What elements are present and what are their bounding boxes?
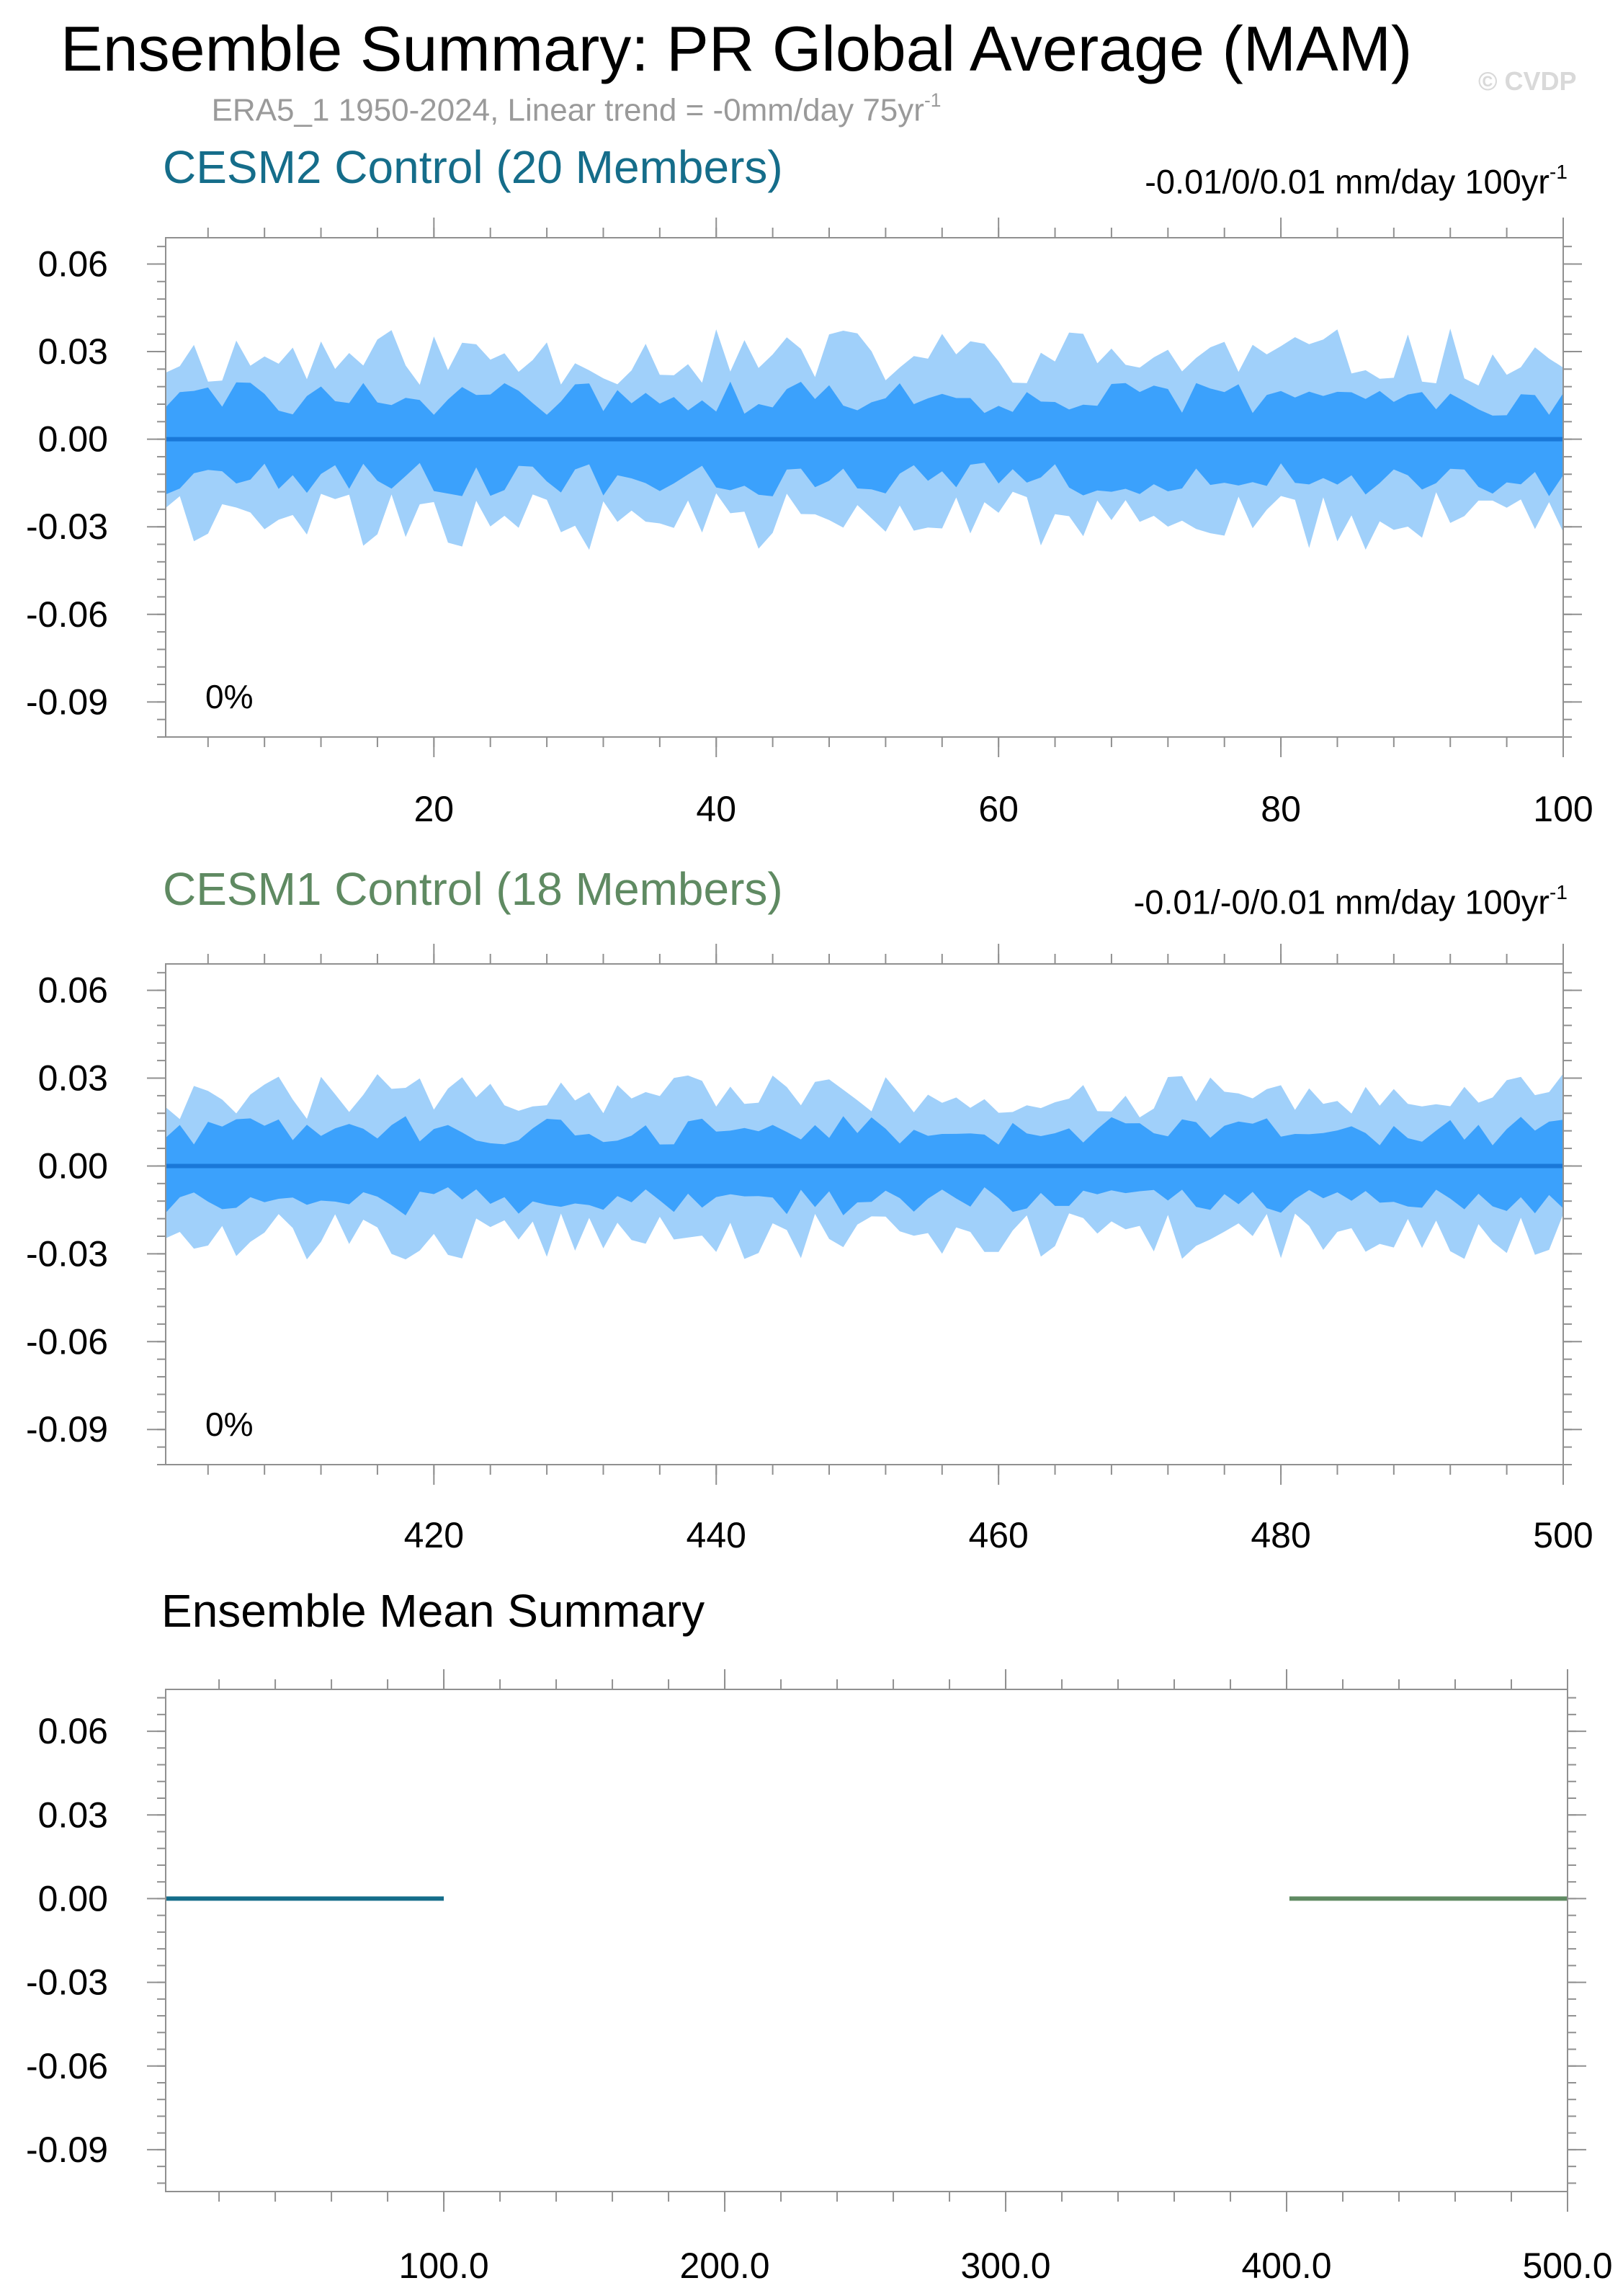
cesm1-x-tick-label: 420 xyxy=(404,1515,464,1555)
cesm2-panel-title: CESM2 Control (20 Members) xyxy=(163,141,783,193)
cesm2-y-tick-label: -0.09 xyxy=(26,682,108,722)
subtitle: ERA5_1 1950-2024, Linear trend = -0mm/da… xyxy=(0,89,1153,129)
cesm1-trend-text: -0.01/-0/0.01 mm/day 100yr xyxy=(1133,883,1550,921)
cesm2-y-tick-label: 0.03 xyxy=(38,331,108,372)
ensemble-mean-y-tick-label: -0.09 xyxy=(26,2130,108,2170)
ensemble-mean-panel-title: Ensemble Mean Summary xyxy=(161,1585,705,1637)
subtitle-superscript: -1 xyxy=(924,89,942,112)
cesm2-trend-text: -0.01/0/0.01 mm/day 100yr xyxy=(1145,162,1550,201)
cesm2-x-tick-label: 80 xyxy=(1261,789,1301,829)
cesm1-x-tick-label: 460 xyxy=(968,1515,1028,1555)
cesm2-x-tick-label: 60 xyxy=(978,789,1019,829)
cesm1-x-tick-label: 440 xyxy=(687,1515,746,1555)
cesm1-frame xyxy=(165,963,1564,1465)
cesm1-trend-superscript: -1 xyxy=(1549,880,1568,903)
ensemble-mean-x-tick-label: 300.0 xyxy=(960,2246,1050,2286)
ensemble-mean-frame xyxy=(165,1689,1568,2192)
cesm1-x-tick-label: 480 xyxy=(1251,1515,1310,1555)
cesm1-panel-title: CESM1 Control (18 Members) xyxy=(163,863,783,915)
ensemble-mean-y-tick-label: 0.06 xyxy=(38,1711,108,1751)
cesm1-y-tick-label: -0.03 xyxy=(26,1233,108,1274)
cesm1-y-tick-label: -0.06 xyxy=(26,1321,108,1362)
cesm2-y-tick-label: -0.03 xyxy=(26,506,108,547)
cesm1-y-tick-label: 0.03 xyxy=(38,1058,108,1099)
cesm2-x-tick-label: 100 xyxy=(1533,789,1593,829)
cesm2-chart: 0% 0.06 0.03 0.00 -0.03 -0.06 -0.09 20 40 60 80 100 xyxy=(26,218,1593,829)
ensemble-mean-x-tick-label: 100.0 xyxy=(399,2246,489,2286)
cesm2-y-tick-label: 0.06 xyxy=(38,244,108,284)
cesm2-trend-label: -0.01/0/0.01 mm/day 100yr-1 xyxy=(1145,154,1568,202)
cesm2-trend-superscript: -1 xyxy=(1549,159,1568,183)
cesm1-x-tick-label: 500 xyxy=(1533,1515,1593,1555)
cesm2-x-tick-label: 40 xyxy=(696,789,736,829)
cesm1-percent-label: 0% xyxy=(205,1406,253,1443)
cesm1-y-tick-label: 0.00 xyxy=(38,1145,108,1186)
cesm1-chart: 0% 0.06 0.03 0.00 -0.03 -0.06 -0.09 420 440 460 48… xyxy=(26,944,1593,1555)
cesm2-y-tick-label: -0.06 xyxy=(26,594,108,635)
ensemble-mean-x-tick-label: 400.0 xyxy=(1241,2246,1331,2286)
ensemble-mean-y-tick-label: 0.00 xyxy=(38,1878,108,1918)
ensemble-mean-x-tick-label: 200.0 xyxy=(679,2246,769,2286)
ensemble-mean-chart: 0.06 0.03 0.00 -0.03 -0.06 -0.09 100.0 200.0 300… xyxy=(26,1669,1613,2286)
cesm2-y-tick-label: 0.00 xyxy=(38,419,108,460)
ensemble-mean-y-tick-label: -0.06 xyxy=(26,2046,108,2086)
cesm1-trend-label: -0.01/-0/0.01 mm/day 100yr-1 xyxy=(1134,875,1568,923)
cesm2-x-tick-label: 20 xyxy=(414,789,455,829)
cesm2-frame xyxy=(165,237,1564,738)
subtitle-text: ERA5_1 1950-2024, Linear trend = -0mm/da… xyxy=(211,92,924,128)
ensemble-mean-y-tick-label: 0.03 xyxy=(38,1795,108,1835)
cesm1-y-tick-label: 0.06 xyxy=(38,970,108,1011)
copyright-watermark: © CVDP xyxy=(1478,66,1577,96)
ensemble-mean-y-tick-label: -0.03 xyxy=(26,1962,108,2003)
main-title: Ensemble Summary: PR Global Average (MAM… xyxy=(61,13,1413,84)
cesm1-y-tick-label: -0.09 xyxy=(26,1409,108,1449)
cesm2-percent-label: 0% xyxy=(205,678,253,715)
ensemble-mean-x-tick-label: 500.0 xyxy=(1522,2246,1612,2286)
